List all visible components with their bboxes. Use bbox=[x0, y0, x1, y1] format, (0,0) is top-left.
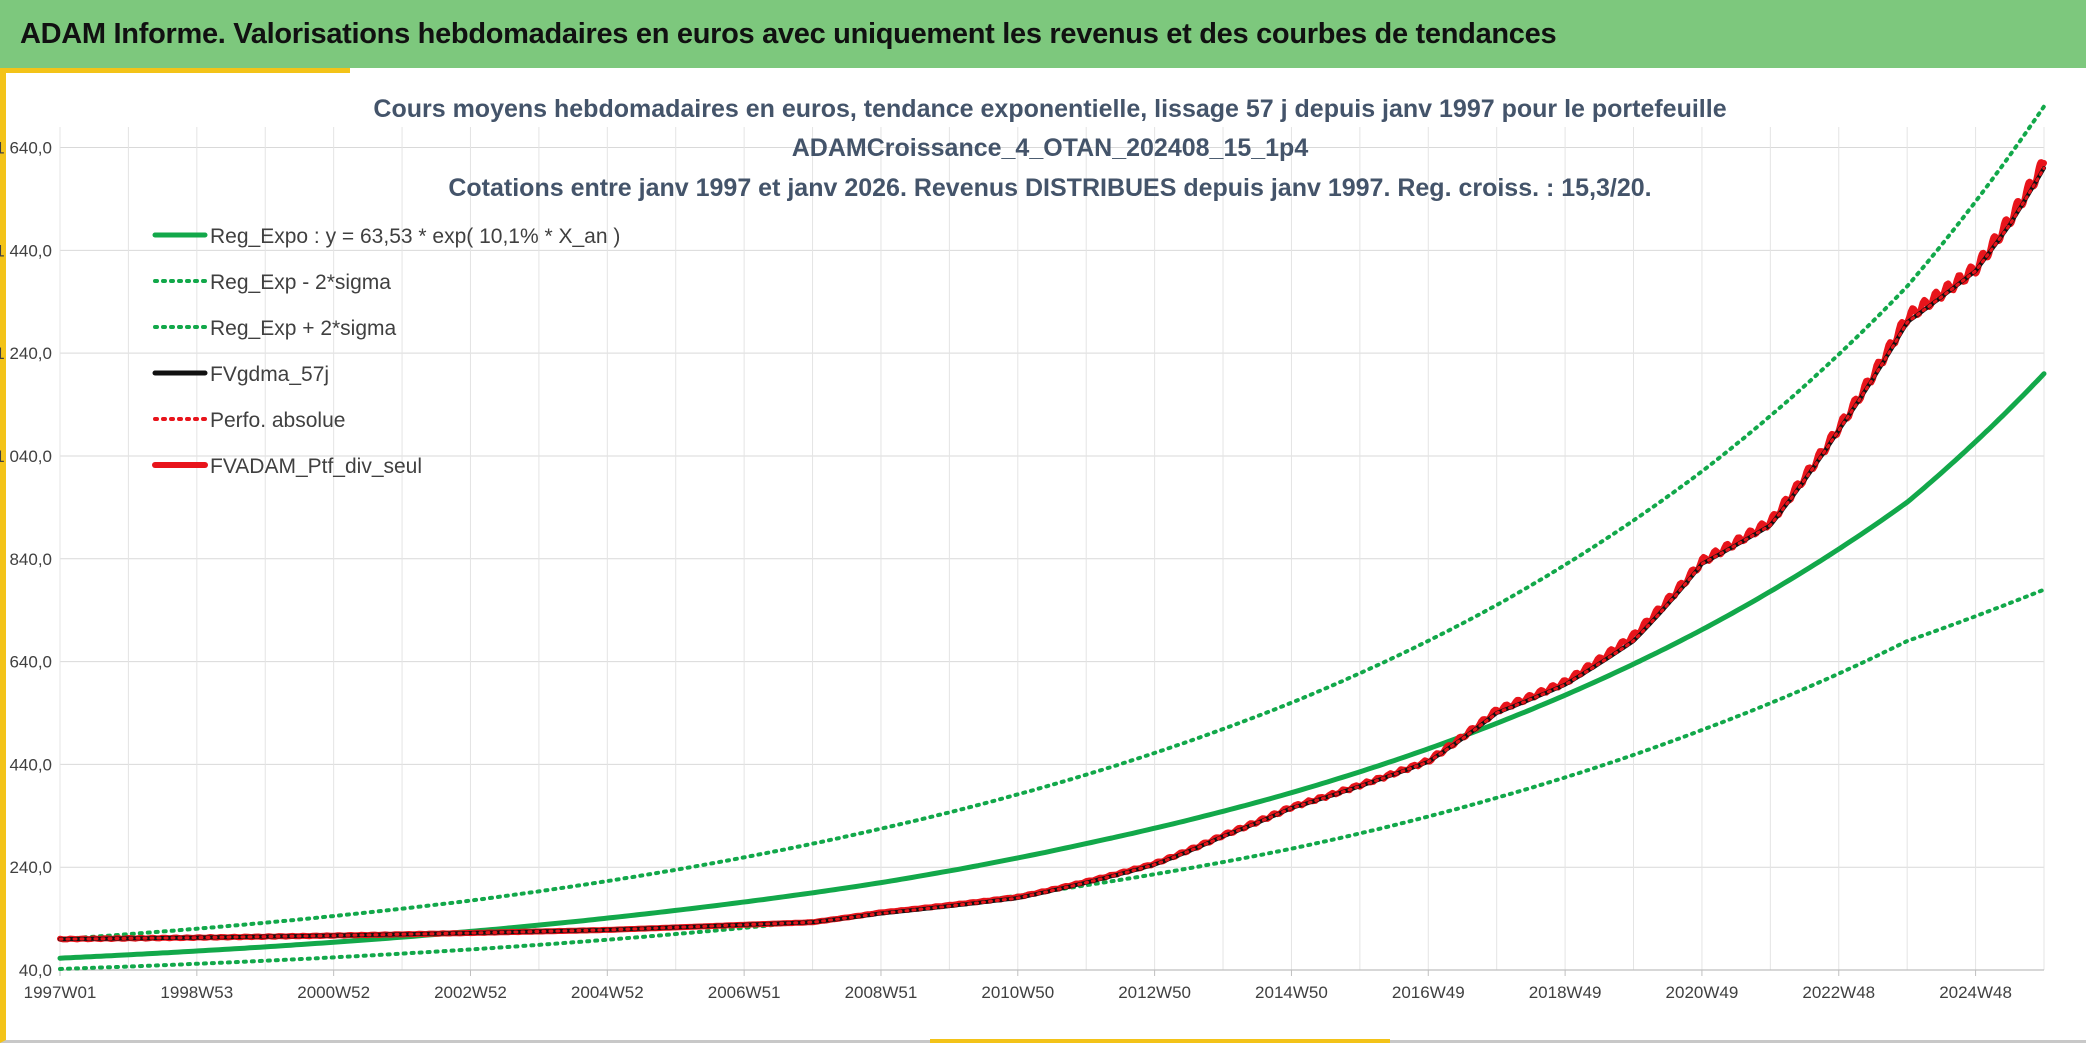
accent-bar-bottom bbox=[930, 1039, 1390, 1043]
x-tick-label: 2024W48 bbox=[1939, 983, 2012, 1002]
legend-label: Reg_Exp - 2*sigma bbox=[210, 271, 391, 294]
y-tick-label: 440,0 bbox=[9, 755, 52, 774]
accent-bar-top bbox=[0, 68, 350, 73]
series-line-2 bbox=[58, 104, 2046, 942]
chart-series bbox=[57, 104, 2047, 971]
y-axis-ticks: 40,0 240,0 440,0 640,0 840,0 1 040,0 1 240,0 1 … bbox=[0, 139, 52, 980]
x-tick-label: 1997W01 bbox=[24, 983, 97, 1002]
legend-label: Reg_Expo : y = 63,53 * exp( 10,1% * X_an… bbox=[210, 225, 620, 248]
page-header: ADAM Informe. Valorisations hebdomadaire… bbox=[0, 0, 2086, 68]
x-tick-label: 2016W49 bbox=[1392, 983, 1465, 1002]
x-tick-label: 2000W52 bbox=[297, 983, 370, 1002]
x-axis-ticks: 1997W01 1998W53 2000W52 2002W52 2004W52 2006W… bbox=[24, 983, 2012, 1002]
y-tick-label: 1 240,0 bbox=[0, 344, 52, 363]
legend-label: FVADAM_Ptf_div_seul bbox=[210, 455, 422, 478]
chart-title-line-3: Cotations entre janv 1997 et janv 2026. … bbox=[448, 174, 1651, 202]
x-tick-label: 2022W48 bbox=[1802, 983, 1875, 1002]
legend-label: Reg_Exp + 2*sigma bbox=[210, 317, 397, 340]
y-tick-label: 1 440,0 bbox=[0, 241, 52, 260]
page-title: ADAM Informe. Valorisations hebdomadaire… bbox=[20, 17, 1557, 50]
chart-legend: Reg_Expo : y = 63,53 * exp( 10,1% * X_an… bbox=[152, 225, 620, 478]
x-tick-label: 2014W50 bbox=[1255, 983, 1328, 1002]
x-tick-label: 2008W51 bbox=[845, 983, 918, 1002]
series-line-4 bbox=[58, 166, 2046, 941]
x-tick-label: 2006W51 bbox=[708, 983, 781, 1002]
legend-label: Perfo. absolue bbox=[210, 409, 345, 432]
y-tick-label: 1 640,0 bbox=[0, 139, 52, 158]
y-tick-label: 840,0 bbox=[9, 550, 52, 569]
x-tick-label: 2020W49 bbox=[1666, 983, 1739, 1002]
chart-title-line-2: ADAMCroissance_4_OTAN_202408_15_1p4 bbox=[792, 134, 1309, 162]
y-tick-label: 640,0 bbox=[9, 653, 52, 672]
x-tick-label: 2018W49 bbox=[1529, 983, 1602, 1002]
x-tick-label: 2004W52 bbox=[571, 983, 644, 1002]
chart-title-line-1: Cours moyens hebdomadaires en euros, ten… bbox=[373, 95, 1726, 123]
y-tick-label: 1 040,0 bbox=[0, 447, 52, 466]
y-tick-label: 40,0 bbox=[19, 961, 52, 980]
chart-grid bbox=[59, 127, 2045, 976]
x-tick-label: 2012W50 bbox=[1118, 983, 1191, 1002]
x-tick-label: 1998W53 bbox=[160, 983, 233, 1002]
series-line-1 bbox=[58, 587, 2046, 971]
legend-label: FVgdma_57j bbox=[210, 363, 329, 386]
y-tick-label: 240,0 bbox=[9, 858, 52, 877]
x-tick-label: 2002W52 bbox=[434, 983, 507, 1002]
x-tick-label: 2010W50 bbox=[981, 983, 1054, 1002]
